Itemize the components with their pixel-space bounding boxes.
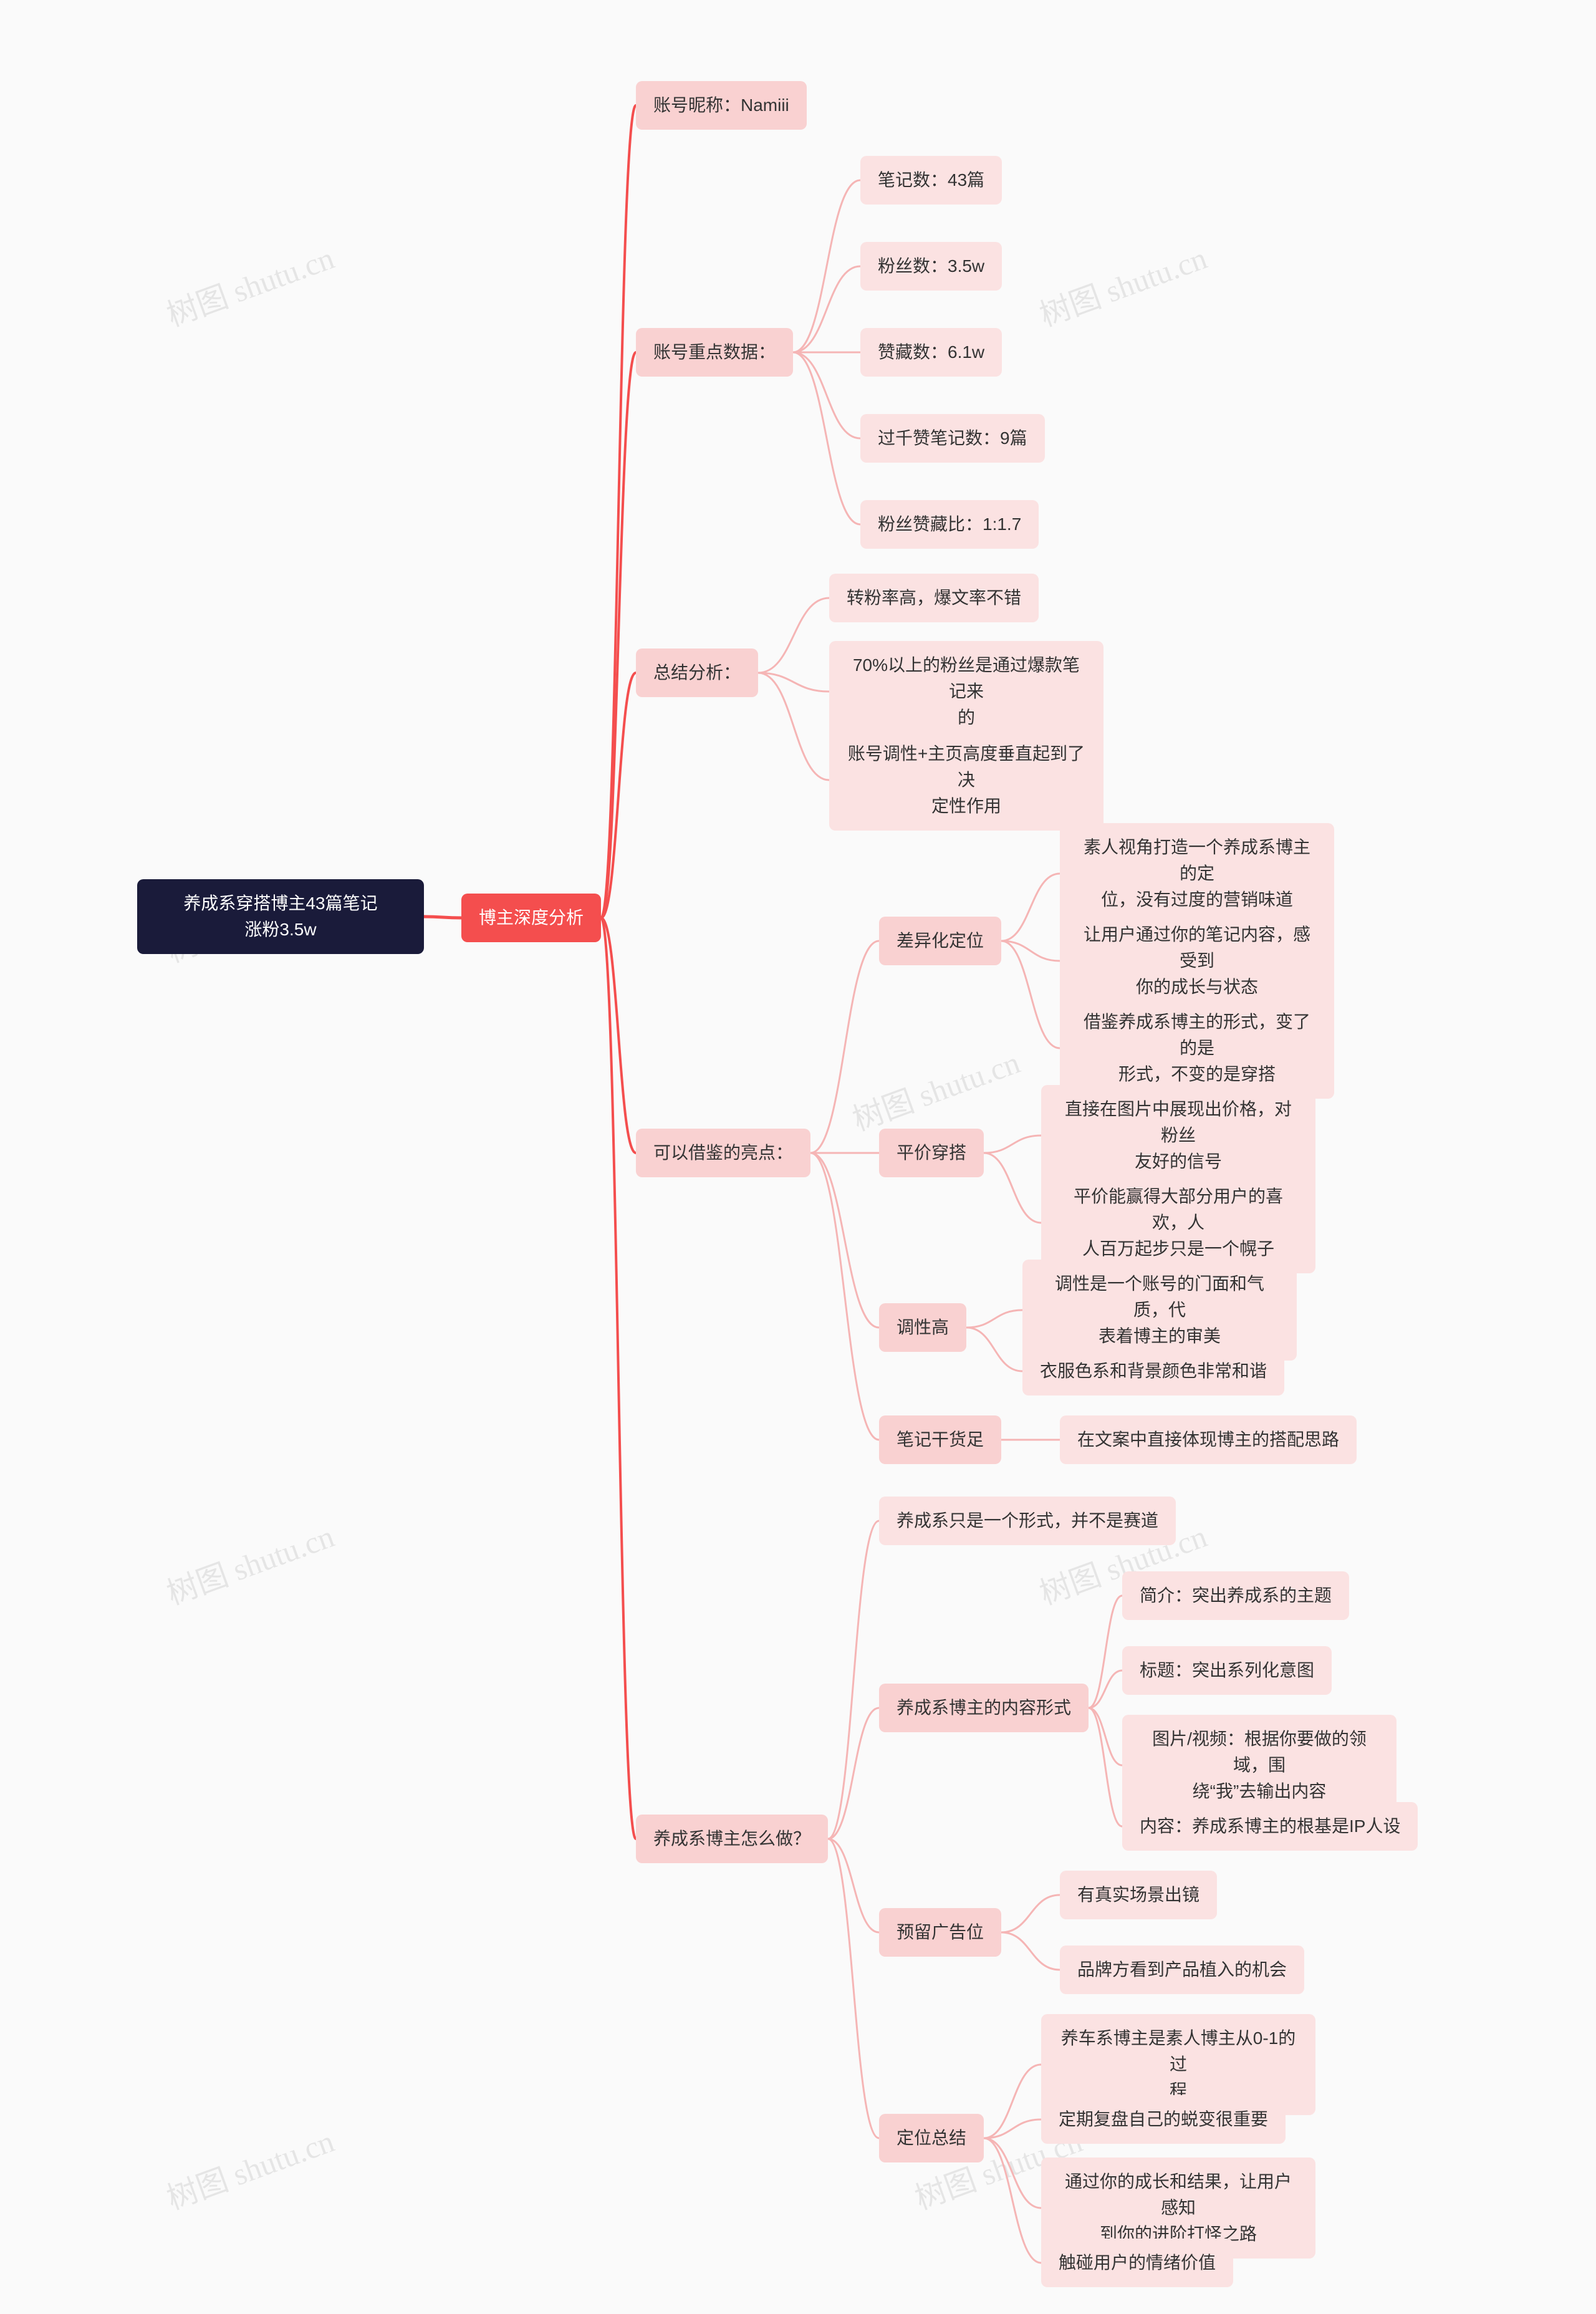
leaf-node: 转粉率高，爆文率不错 [829, 574, 1039, 622]
leaf-node: 过千赞笔记数：9篇 [860, 414, 1045, 463]
leaf-node: 标题：突出系列化意图 [1122, 1646, 1332, 1695]
branch-node: 总结分析： [636, 648, 758, 697]
sub-branch-node: 平价穿搭 [879, 1129, 984, 1177]
sub-branch-node: 预留广告位 [879, 1908, 1001, 1957]
leaf-node: 养成系只是一个形式，并不是赛道 [879, 1497, 1176, 1545]
leaf-node: 借鉴养成系博主的形式，变了的是形式，不变的是穿搭 [1060, 998, 1334, 1099]
leaf-node: 素人视角打造一个养成系博主的定位，没有过度的营销味道 [1060, 823, 1334, 924]
leaf-node: 笔记数：43篇 [860, 156, 1002, 205]
leaf-node: 70%以上的粉丝是通过爆款笔记来的 [829, 641, 1103, 742]
watermark: 树图 shutu.cn [160, 233, 339, 335]
sub-branch-node: 定位总结 [879, 2114, 984, 2162]
sub-branch-node: 调性高 [879, 1303, 966, 1352]
leaf-node: 品牌方看到产品植入的机会 [1060, 1945, 1304, 1994]
watermark: 树图 shutu.cn [160, 2116, 339, 2219]
leaf-node: 定期复盘自己的蜕变很重要 [1041, 2095, 1286, 2144]
sub-branch-node: 差异化定位 [879, 917, 1001, 965]
leaf-node: 赞藏数：6.1w [860, 328, 1002, 377]
hub-node: 博主深度分析 [461, 894, 601, 942]
leaf-node: 在文案中直接体现博主的搭配思路 [1060, 1415, 1357, 1464]
leaf-node: 简介：突出养成系的主题 [1122, 1571, 1349, 1620]
leaf-node: 衣服色系和背景颜色非常和谐 [1022, 1347, 1284, 1396]
leaf-node: 账号调性+主页高度垂直起到了决定性作用 [829, 730, 1103, 831]
sub-branch-node: 笔记干货足 [879, 1415, 1001, 1464]
leaf-node: 粉丝数：3.5w [860, 242, 1002, 291]
leaf-node: 平价能赢得大部分用户的喜欢，人人百万起步只是一个幌子 [1041, 1172, 1315, 1273]
mindmap-canvas: 树图 shutu.cn 树图 shutu.cn 树图 shutu.cn 树图 shut… [25, 25, 1571, 2282]
leaf-node: 图片/视频：根据你要做的领域，围绕“我”去输出内容 [1122, 1715, 1396, 1816]
leaf-node: 让用户通过你的笔记内容，感受到你的成长与状态 [1060, 910, 1334, 1011]
watermark: 树图 shutu.cn [160, 1511, 339, 1614]
leaf-node: 调性是一个账号的门面和气质，代表着博主的审美 [1022, 1260, 1297, 1361]
leaf-node: 触碰用户的情绪价值 [1041, 2239, 1233, 2287]
branch-node: 可以借鉴的亮点： [636, 1129, 810, 1177]
watermark: 树图 shutu.cn [845, 1038, 1025, 1140]
sub-branch-node: 养成系博主的内容形式 [879, 1684, 1089, 1732]
leaf-node: 有真实场景出镜 [1060, 1871, 1217, 1919]
leaf-node: 直接在图片中展现出价格，对粉丝友好的信号 [1041, 1085, 1315, 1186]
watermark: 树图 shutu.cn [1032, 233, 1212, 335]
root-node: 养成系穿搭博主43篇笔记涨粉3.5w [137, 879, 424, 954]
branch-node: 账号昵称：Namiii [636, 81, 807, 130]
branch-node: 养成系博主怎么做？ [636, 1815, 828, 1863]
branch-node: 账号重点数据： [636, 328, 793, 377]
leaf-node: 粉丝赞藏比：1:1.7 [860, 500, 1039, 549]
leaf-node: 内容：养成系博主的根基是IP人设 [1122, 1802, 1418, 1851]
